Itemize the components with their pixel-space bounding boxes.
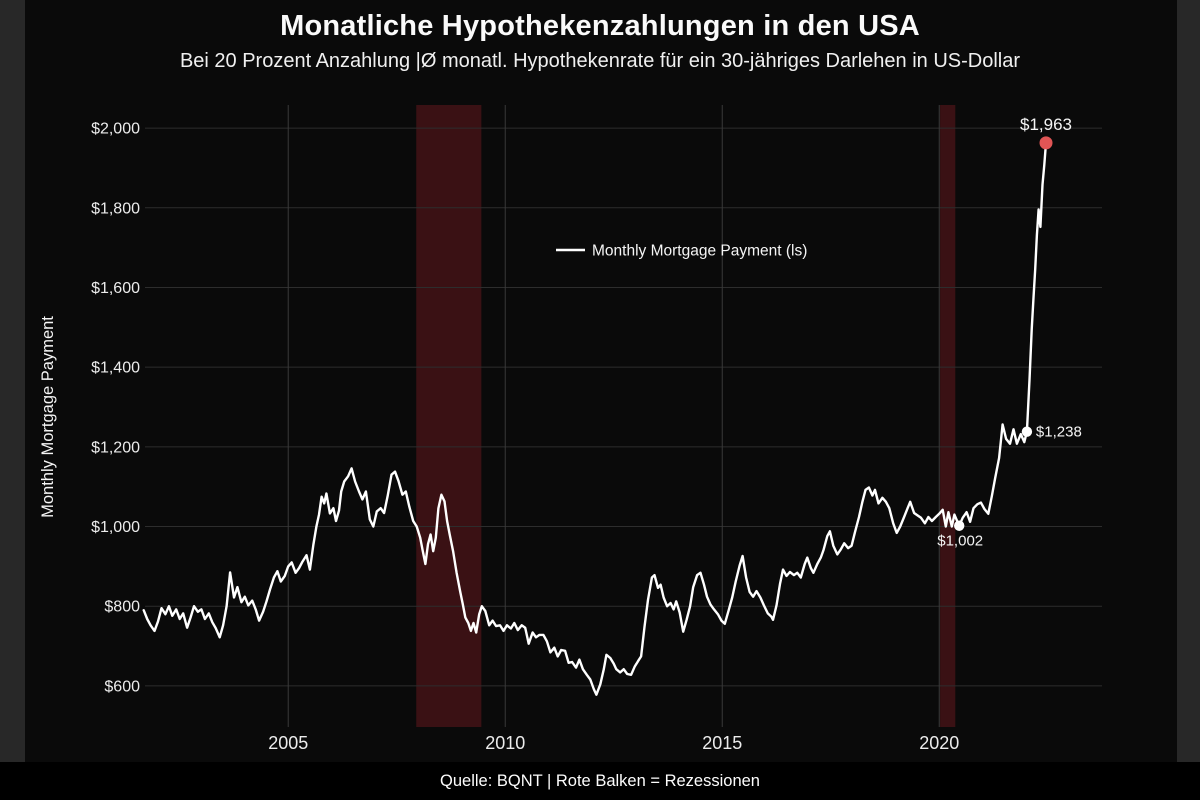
annotation-label: $1,963 [1020, 115, 1072, 134]
x-tick-label: 2020 [919, 733, 959, 753]
frame-left [0, 0, 25, 762]
legend-label: Monthly Mortgage Payment (ls) [592, 243, 807, 260]
recession-band [416, 105, 482, 727]
y-tick-label: $2,000 [91, 121, 140, 138]
y-tick-label: $1,200 [91, 439, 140, 456]
x-tick-label: 2015 [702, 733, 742, 753]
endpoint-dot [1039, 136, 1053, 150]
x-tick-label: 2010 [485, 733, 525, 753]
y-tick-label: $600 [104, 678, 140, 695]
y-tick-label: $1,600 [91, 280, 140, 297]
annotations: $1,963 $1,238 $1,002 [937, 115, 1082, 550]
y-tick-label: $1,800 [91, 200, 140, 217]
y-axis-labels: $600 $800 $1,000 $1,200 $1,400 $1,600 $1,800 $2… [91, 121, 140, 696]
chart-title: Monatliche Hypothekenzahlungen in den US… [280, 10, 920, 42]
annotation-label: $1,002 [937, 533, 983, 550]
recession-bands [416, 105, 956, 727]
annotation-label: $1,238 [1036, 424, 1082, 441]
y-tick-label: $800 [104, 599, 140, 616]
y-axis-title: Monthly Mortgage Payment [39, 316, 57, 518]
chart-header: Monatliche Hypothekenzahlungen in den US… [0, 10, 1200, 73]
chart-subtitle: Bei 20 Prozent Anzahlung |Ø monatl. Hypo… [179, 50, 1021, 72]
source-note: Quelle: BQNT | Rote Balken = Rezessionen [440, 771, 760, 790]
x-axis-labels: 2005 2010 2015 2020 [268, 733, 959, 753]
payment-line [142, 141, 1048, 696]
recession-band [940, 105, 956, 727]
marker-dot [954, 520, 965, 531]
y-tick-label: $1,000 [91, 519, 140, 536]
frame-right [1177, 0, 1200, 762]
x-tick-label: 2005 [268, 733, 308, 753]
legend: Monthly Mortgage Payment (ls) [556, 243, 807, 260]
source-bar: Quelle: BQNT | Rote Balken = Rezessionen [0, 762, 1200, 800]
marker-dot [1021, 426, 1033, 437]
y-tick-label: $1,400 [91, 360, 140, 377]
gridlines [145, 105, 1102, 727]
